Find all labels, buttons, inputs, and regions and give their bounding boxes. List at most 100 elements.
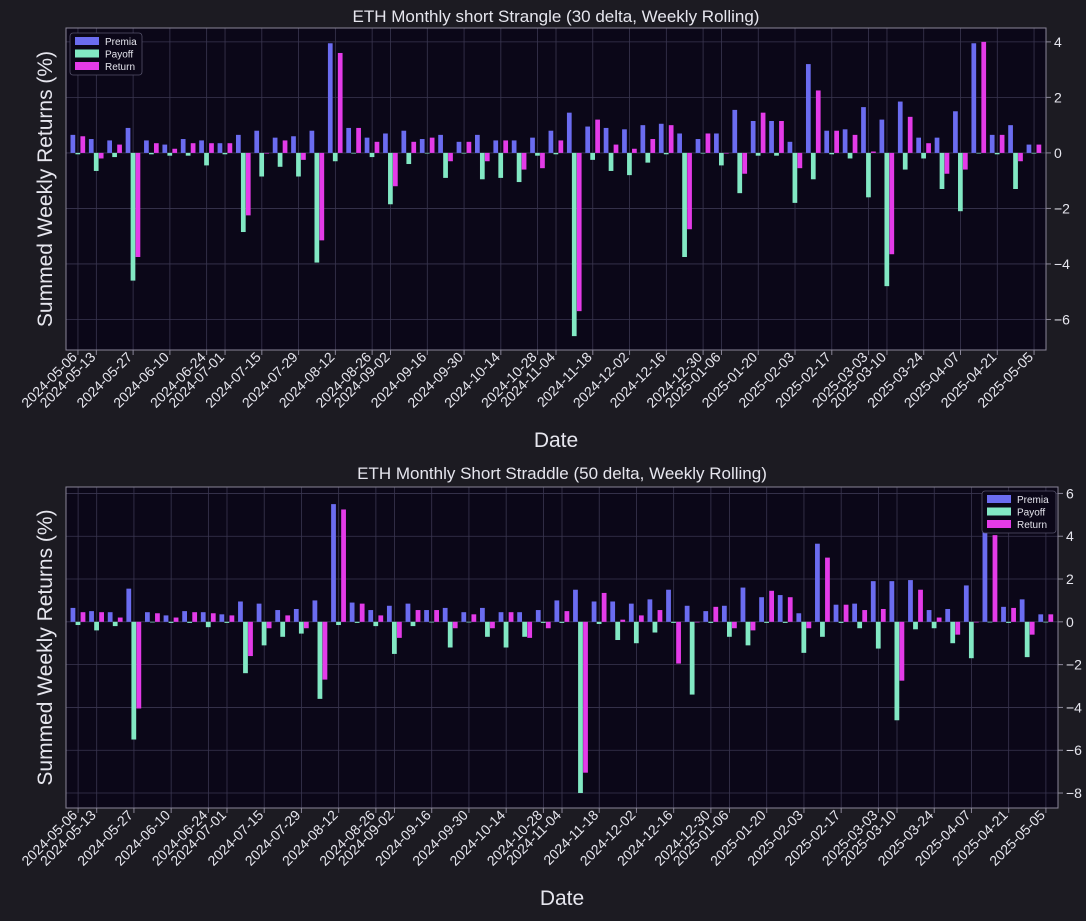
bar-return xyxy=(303,621,309,629)
bar-return xyxy=(852,134,858,153)
bar-payoff xyxy=(671,621,676,623)
bar-payoff xyxy=(354,621,360,623)
bar-payoff xyxy=(663,152,669,155)
bar-premia xyxy=(852,603,858,622)
bar-payoff xyxy=(314,152,320,263)
bar-payoff xyxy=(737,152,743,194)
bar-payoff xyxy=(150,621,155,623)
bar-premia xyxy=(982,525,988,622)
bar-premia xyxy=(107,140,112,153)
bar-payoff xyxy=(406,152,412,165)
bar-payoff xyxy=(615,621,621,641)
bar-return xyxy=(595,119,600,153)
bar-payoff xyxy=(75,152,81,155)
bar-payoff xyxy=(902,152,908,170)
bar-return xyxy=(1048,614,1054,622)
y-tick-label: −2 xyxy=(1066,657,1082,673)
bar-return xyxy=(319,152,325,241)
legend-swatch-payoff xyxy=(75,49,99,58)
bar-premia xyxy=(610,601,616,622)
bar-premia xyxy=(309,130,315,153)
bar-return xyxy=(301,152,306,160)
bar-return xyxy=(981,41,987,153)
bar-return xyxy=(613,144,619,153)
bar-premia xyxy=(695,139,701,153)
bar-payoff xyxy=(317,621,323,699)
bar-return xyxy=(135,152,141,258)
bar-payoff xyxy=(968,621,974,659)
bar-premia xyxy=(861,107,866,153)
bar-return xyxy=(926,143,931,153)
bar-return xyxy=(973,621,979,623)
bar-payoff xyxy=(718,152,724,166)
bar-payoff xyxy=(931,621,937,629)
bar-premia xyxy=(424,610,429,622)
bar-payoff xyxy=(243,621,248,674)
bar-premia xyxy=(200,612,206,622)
bar-payoff xyxy=(298,621,304,634)
bar-return xyxy=(266,621,272,629)
bar-premia xyxy=(548,130,554,153)
bar-return xyxy=(545,621,551,629)
bar-payoff xyxy=(130,152,136,281)
bar-return xyxy=(117,617,123,622)
bar-return xyxy=(429,137,435,153)
bar-premia xyxy=(180,139,186,153)
bar-return xyxy=(797,152,803,169)
bar-payoff xyxy=(277,152,283,167)
chart-title: ETH Monthly Short Straddle (50 delta, We… xyxy=(357,464,767,483)
bar-premia xyxy=(199,140,204,153)
bar-return xyxy=(760,112,766,153)
bar-premia xyxy=(640,125,646,153)
bar-payoff xyxy=(987,621,993,623)
bar-payoff xyxy=(608,152,614,171)
bar-premia xyxy=(144,140,149,153)
bar-premia xyxy=(1008,125,1013,153)
bar-premia xyxy=(145,612,150,622)
bar-return xyxy=(880,608,886,622)
bar-return xyxy=(341,509,346,622)
bar-return xyxy=(527,621,533,638)
bar-return xyxy=(374,141,380,153)
bar-return xyxy=(834,130,839,153)
bar-return xyxy=(448,152,453,162)
bar-premia xyxy=(291,136,296,153)
bar-premia xyxy=(897,101,903,153)
bar-return xyxy=(508,612,514,622)
bar-return xyxy=(393,152,398,187)
legend-swatch-payoff xyxy=(987,507,1011,516)
bar-return xyxy=(153,143,159,153)
bar-payoff xyxy=(994,152,1000,155)
bar-premia xyxy=(916,137,921,153)
bar-payoff xyxy=(443,152,448,178)
bar-premia xyxy=(456,141,462,153)
bar-return xyxy=(490,621,495,629)
bar-payoff xyxy=(1013,152,1018,189)
bar-payoff xyxy=(185,152,191,156)
bar-payoff xyxy=(391,621,397,654)
y-tick-label: 2 xyxy=(1066,571,1074,587)
bar-return xyxy=(503,140,509,153)
bar-premia xyxy=(256,603,262,622)
bar-premia xyxy=(1001,606,1006,622)
legend-label-return: Return xyxy=(105,62,135,73)
bar-return xyxy=(1029,621,1035,635)
bar-payoff xyxy=(590,152,596,160)
bar-payoff xyxy=(774,152,779,156)
bar-return xyxy=(999,134,1005,153)
bar-payoff xyxy=(447,621,453,648)
bar-premia xyxy=(254,130,260,153)
x-axis-label: Date xyxy=(534,429,578,452)
bar-payoff xyxy=(838,621,844,623)
bar-return xyxy=(583,621,588,773)
bar-payoff xyxy=(429,621,434,623)
y-axis-label: Summed Weekly Returns (%) xyxy=(34,509,57,785)
bar-payoff xyxy=(745,621,751,646)
bar-payoff xyxy=(112,152,117,158)
bar-return xyxy=(601,592,607,622)
bar-premia xyxy=(971,43,977,153)
bar-payoff xyxy=(503,621,509,648)
legend-swatch-premia xyxy=(75,37,99,45)
bar-return xyxy=(227,143,233,153)
bar-premia xyxy=(585,126,591,153)
